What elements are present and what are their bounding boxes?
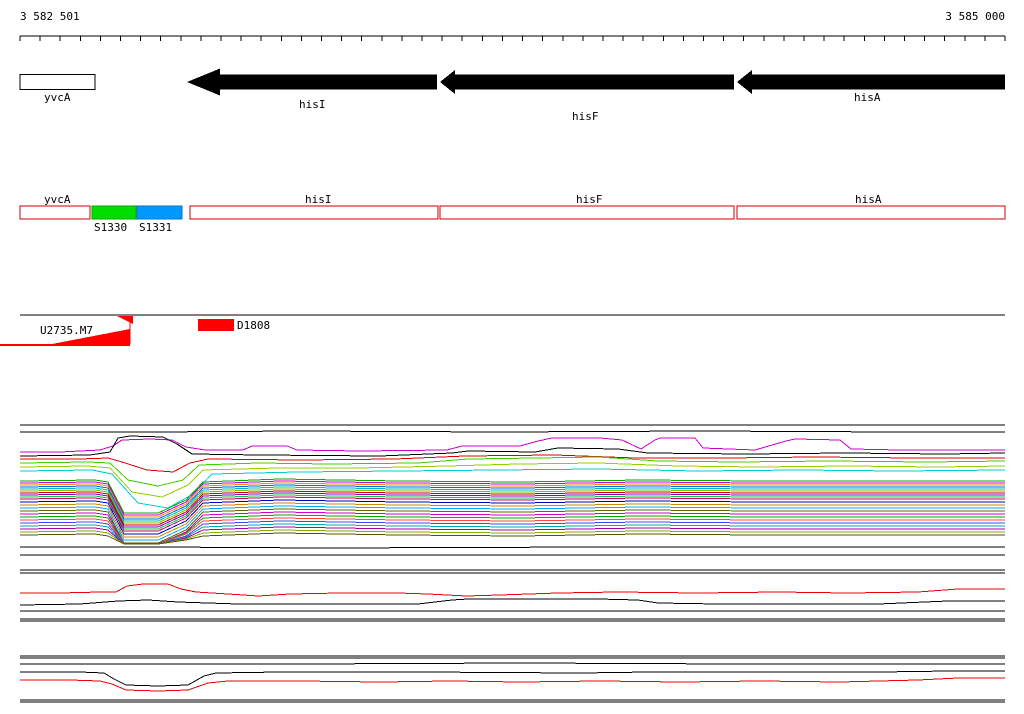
gene-label-hisA: hisA — [854, 91, 881, 104]
gene-arrow-hisI[interactable] — [187, 68, 437, 96]
gene-label-hisI: hisI — [299, 98, 326, 111]
expression-panel-1-series-7 — [19, 468, 1006, 509]
expression-panel-1-series-12 — [19, 486, 1005, 522]
expression-panel-1-series-23 — [19, 514, 1005, 545]
expression-panel-1-series-20 — [19, 505, 1005, 541]
expression-panel-1-series-2 — [20, 437, 1005, 453]
expression-panel-3-series-2 — [20, 662, 1005, 665]
expression-panel-3-series-3 — [20, 670, 1005, 687]
feature-box-yvcA[interactable] — [19, 205, 91, 220]
expression-panel-1-series-18 — [19, 499, 1005, 535]
gene-track: yvcA hisI hisF hisA — [19, 68, 1005, 123]
gene-label-hisF: hisF — [572, 110, 599, 123]
feature-box-S1330[interactable] — [91, 205, 137, 220]
expression-panel-1-series-19 — [19, 502, 1005, 538]
feature-label-S1330: S1330 — [94, 221, 127, 234]
ruler-end-label: 3 585 000 — [945, 10, 1005, 23]
feature-label-hisF: hisF — [576, 193, 603, 206]
expression-panel-2-series-2 — [20, 583, 1005, 597]
expression-panel-1-series-29 — [19, 532, 1005, 545]
gene-label-yvcA: yvcA — [44, 91, 71, 104]
probe-track: U2735.M7 D1808 — [0, 314, 1005, 346]
expression-panel-3 — [20, 655, 1005, 703]
expression-panel-1-series-28 — [19, 529, 1005, 545]
gene-arrow-hisA[interactable] — [737, 70, 1005, 94]
feature-box-hisI[interactable] — [189, 205, 439, 220]
expression-panel-1-series-24 — [19, 517, 1005, 545]
feature-label-hisI: hisI — [305, 193, 332, 206]
probe-label-D1808: D1808 — [237, 319, 270, 332]
expression-panel-2 — [19, 569, 1005, 622]
expression-panel-1-series-16 — [19, 494, 1005, 530]
expression-panel-1-series-14 — [19, 490, 1005, 526]
expression-panel-1-series-10 — [19, 482, 1005, 518]
expression-panel-1-series-30 — [20, 546, 1005, 549]
gene-arrow-hisF[interactable] — [440, 70, 734, 94]
feature-label-S1331: S1331 — [139, 221, 172, 234]
expression-panel-1-series-4 — [20, 454, 1005, 473]
ruler-start-label: 3 582 501 — [20, 10, 80, 23]
gene-box-yvcA[interactable] — [19, 74, 96, 90]
feature-label-yvcA: yvcA — [44, 193, 71, 206]
expression-panel-1-series-26 — [19, 523, 1005, 545]
probe-shape-D1808-0[interactable] — [198, 319, 234, 331]
expression-panel-2-series-3 — [19, 598, 1005, 606]
probe-shape-U2735.M7-2[interactable] — [117, 316, 133, 324]
expression-panel-1-series-9 — [19, 480, 1005, 516]
expression-panel-1-series-3 — [19, 435, 1006, 457]
expression-panel-1-series-27 — [19, 526, 1005, 545]
expression-panel-1-series-6 — [19, 462, 1006, 498]
expression-panel-1-series-13 — [19, 488, 1005, 524]
expression-panel-1-series-21 — [19, 508, 1005, 544]
feature-track: yvcA S1330 S1331 hisI hisF hisA — [19, 193, 1006, 234]
expression-panel-1-series-11 — [19, 484, 1005, 520]
expression-panel-1-series-5 — [19, 456, 1006, 487]
expression-panel-3-series-4 — [20, 677, 1005, 692]
expression-panel-1-series-1 — [20, 430, 1005, 433]
feature-label-hisA: hisA — [855, 193, 882, 206]
feature-box-hisF[interactable] — [439, 205, 735, 220]
expression-panel-1-series-25 — [19, 520, 1005, 545]
probe-label-U2735.M7: U2735.M7 — [40, 324, 93, 337]
feature-box-hisA[interactable] — [736, 205, 1006, 220]
expression-panel-1-series-17 — [19, 496, 1005, 532]
expression-panel-1-series-8 — [19, 478, 1005, 514]
expression-panel-1-series-15 — [19, 492, 1005, 528]
ruler — [19, 35, 1006, 41]
expression-panel-1-series-22 — [19, 511, 1005, 545]
feature-box-S1331[interactable] — [136, 205, 183, 220]
probe-shape-U2735.M7-1[interactable] — [52, 329, 130, 344]
expression-panel-1 — [19, 424, 1006, 556]
